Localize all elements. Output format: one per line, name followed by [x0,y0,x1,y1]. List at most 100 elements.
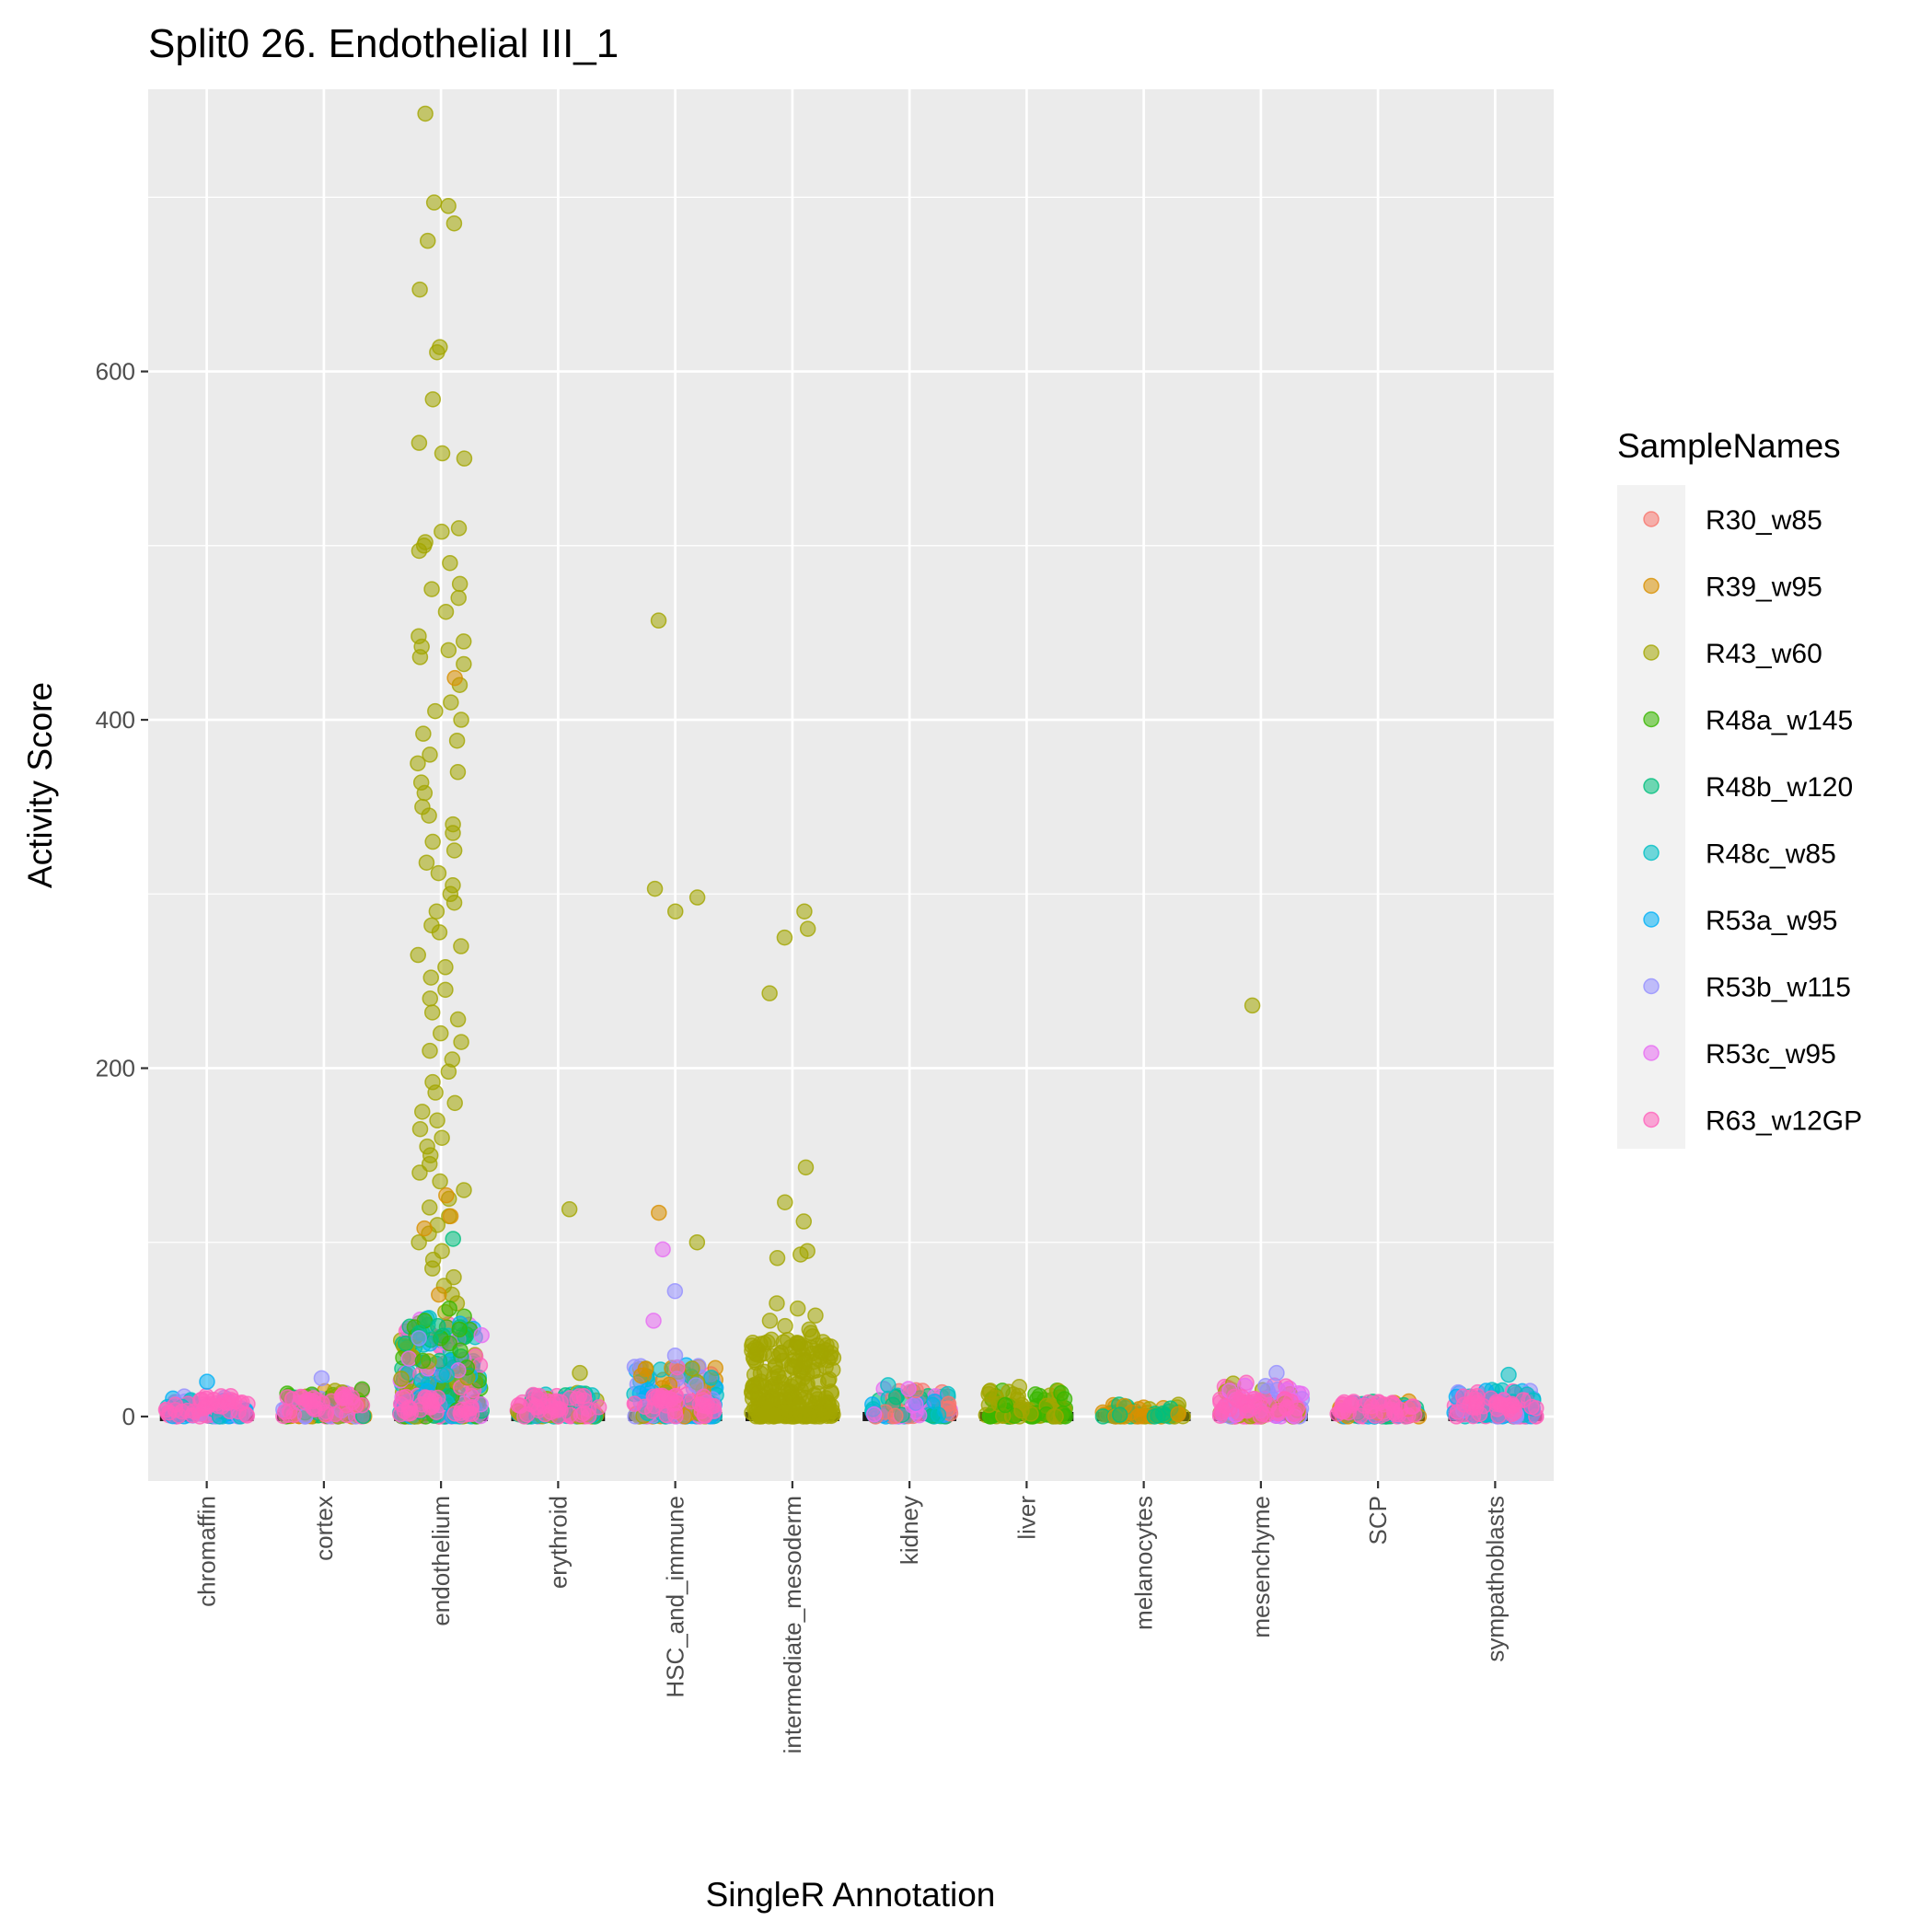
data-point [683,1393,700,1410]
legend-label: R39_w95 [1706,573,1822,603]
data-point [645,1313,662,1329]
data-point [590,1399,607,1416]
data-point [1211,1407,1229,1424]
legend-title: SampleNames [1617,427,1841,465]
x-tick-label: erythroid [544,1496,572,1589]
data-point [237,1406,255,1423]
data-point [473,1326,490,1344]
legend-key [1643,711,1660,728]
legend-label: R48b_w120 [1706,772,1853,803]
data-point [434,445,451,462]
data-point [781,1384,798,1401]
data-point [424,833,441,850]
data-point [456,655,472,673]
legend-key [1643,1111,1660,1128]
data-point [1239,1403,1255,1419]
data-point [445,825,461,841]
data-point [654,1241,671,1258]
legend-label: R63_w12GP [1706,1106,1862,1137]
data-point [292,1388,309,1406]
data-point [572,1364,588,1382]
data-point [767,1407,784,1424]
data-point [416,784,434,802]
data-point [445,214,463,232]
data-point [434,523,450,540]
data-point [1329,1406,1346,1422]
data-point [411,1330,427,1347]
data-point [798,1378,816,1394]
data-point [650,612,667,629]
data-point [453,938,469,954]
data-point [769,1250,786,1267]
data-point [666,1347,684,1364]
legend-label: R53b_w115 [1706,973,1851,1003]
data-point [688,1233,706,1251]
data-point [456,1182,472,1198]
data-point [1361,1403,1379,1420]
data-point [421,807,437,824]
data-point [756,1363,773,1381]
grid [148,89,1554,1481]
data-point [441,1300,457,1317]
data-point [1528,1400,1544,1417]
data-point [1150,1407,1166,1424]
data-points [157,105,1544,1425]
data-point [347,1397,364,1414]
data-point [703,1370,720,1386]
data-point [440,1063,457,1081]
data-point [575,1405,592,1422]
data-point [425,194,443,211]
data-point [313,1370,330,1387]
data-point [411,1164,428,1181]
data-point [415,725,432,742]
data-point [1455,1388,1472,1405]
data-point [423,1004,441,1021]
legend-label: R53c_w95 [1706,1039,1836,1070]
data-point [431,924,448,941]
data-point [334,1390,352,1406]
data-point [443,694,459,711]
data-point [666,1282,684,1300]
data-point [811,1406,827,1422]
data-point [429,343,445,361]
data-point [157,1401,175,1418]
data-point [414,1352,432,1370]
data-point [411,434,428,451]
data-point [761,1313,779,1329]
data-point [450,520,468,537]
x-axis: chromaffin cortex endothelium erythroid HSC_… [193,1481,1509,1753]
x-tick-label: intermediate_mesoderm [779,1496,806,1753]
data-point [449,764,467,781]
data-point [792,1246,809,1263]
data-point [449,1011,467,1028]
data-point [438,1186,455,1204]
data-point [997,1396,1013,1414]
data-point [451,1321,468,1338]
data-point [776,1370,792,1386]
data-point [804,1328,821,1345]
data-point [400,1350,418,1367]
data-point [433,1024,449,1042]
x-tick-label: melanocytes [1130,1496,1158,1630]
data-point [880,1377,897,1394]
data-point [684,1360,700,1377]
x-tick-label: kidney [896,1496,923,1565]
data-point [448,732,466,749]
data-point [626,1395,643,1412]
legend-key [1643,577,1660,595]
y-axis-title: Activity Score [21,682,59,888]
data-point [410,946,426,964]
data-point [900,1381,917,1397]
data-point [797,1159,815,1176]
data-point [542,1404,560,1420]
data-point [1270,1403,1288,1419]
data-point [453,711,469,728]
data-point [437,959,454,976]
data-point [440,198,457,214]
data-point [777,1194,793,1210]
data-point [430,1317,446,1335]
data-point [424,1260,441,1277]
data-point [795,1213,813,1230]
x-axis-title: SingleR Annotation [706,1876,996,1914]
